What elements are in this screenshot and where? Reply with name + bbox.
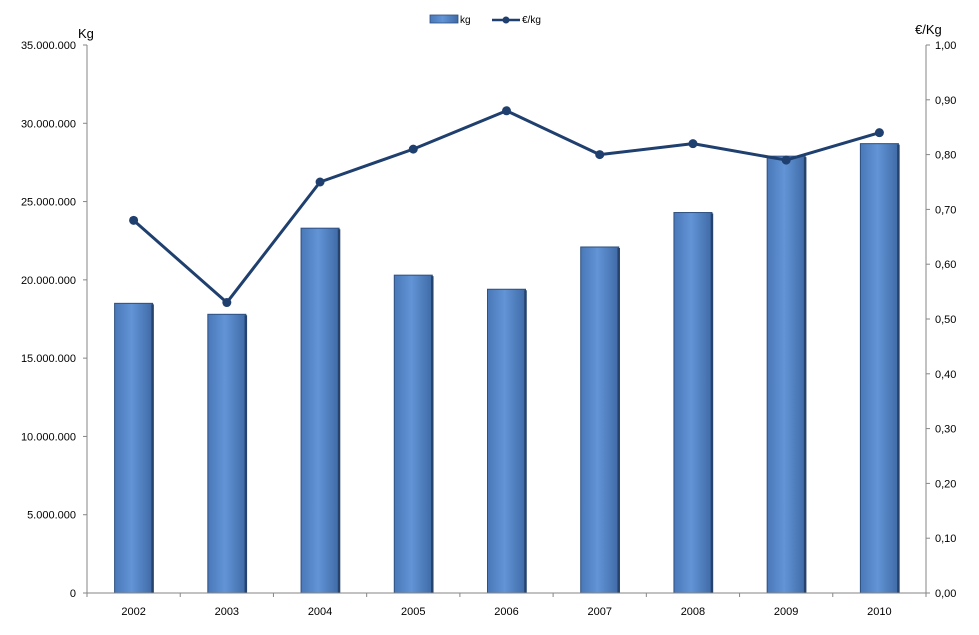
x-tick-label: 2003 [215,606,239,618]
y-right-tick-label: 0,10 [935,533,956,545]
legend-label-eur-kg: €/kg [522,15,541,26]
y-left-tick-label: 15.000.000 [21,353,76,365]
line-series-eur-kg [129,106,884,308]
bar-kg-2008 [673,212,713,594]
y-right-tick-label: 0,70 [935,204,956,216]
y-left-tick-label: 35.000.000 [21,40,76,52]
y-right-tick-label: 0,50 [935,314,956,326]
bar-kg-2003 [207,313,247,594]
bar-kg-2004 [300,227,340,594]
y-axis-right-title: €/Kg [915,22,942,37]
point-eur-kg-2007 [595,150,605,160]
legend-swatch-kg [429,14,459,24]
y-right-tick-label: 1,00 [935,40,956,52]
point-eur-kg-2005 [408,144,418,154]
point-eur-kg-2008 [688,139,698,149]
point-eur-kg-2002 [129,215,139,225]
bar-kg-2005 [393,274,433,594]
x-axis-ticks: 2002 2003 2004 2005 2006 2007 2008 2009 2010 [86,593,927,618]
x-tick-label: 2005 [401,606,425,618]
y-axis-left-ticks: 0 5.000.000 10.000.000 15.000.000 20.000.000… [21,40,87,600]
y-left-tick-label: 10.000.000 [21,431,76,443]
y-right-tick-label: 0,80 [935,150,956,162]
x-tick-label: 2006 [494,606,518,618]
bar-kg-2010 [859,143,899,594]
y-right-tick-label: 0,30 [935,424,956,436]
y-axis-right-ticks: 0,00 0,10 0,20 0,30 0,40 0,50 0,60 0,70 0,80 0,90… [926,40,956,600]
legend-marker-eur-kg [502,16,510,24]
y-left-tick-label: 25.000.000 [21,197,76,209]
point-eur-kg-2004 [315,177,325,187]
y-left-tick-label: 0 [70,588,76,600]
y-left-tick-label: 30.000.000 [21,118,76,130]
x-tick-label: 2008 [681,606,705,618]
y-right-tick-label: 0,60 [935,259,956,271]
x-tick-label: 2002 [121,606,145,618]
y-axis-left-title: Kg [78,26,94,41]
bar-kg-2007 [580,246,620,594]
y-right-tick-label: 0,20 [935,478,956,490]
point-eur-kg-2009 [781,155,791,165]
y-right-tick-label: 0,00 [935,588,956,600]
bar-kg-2009 [766,155,806,594]
y-right-tick-label: 0,40 [935,369,956,381]
legend-label-kg: kg [460,15,471,26]
x-tick-label: 2009 [774,606,798,618]
point-eur-kg-2010 [874,128,884,138]
x-tick-label: 2007 [587,606,611,618]
y-left-tick-label: 20.000.000 [21,275,76,287]
x-tick-label: 2010 [867,606,891,618]
bar-series-kg [114,143,900,594]
y-right-tick-label: 0,90 [935,95,956,107]
point-eur-kg-2003 [222,298,232,308]
y-left-tick-label: 5.000.000 [27,510,76,522]
point-eur-kg-2006 [502,106,511,116]
bar-kg-2006 [487,288,526,594]
bar-kg-2002 [114,302,154,594]
legend: kg €/kg [429,14,541,26]
x-tick-label: 2004 [308,606,332,618]
